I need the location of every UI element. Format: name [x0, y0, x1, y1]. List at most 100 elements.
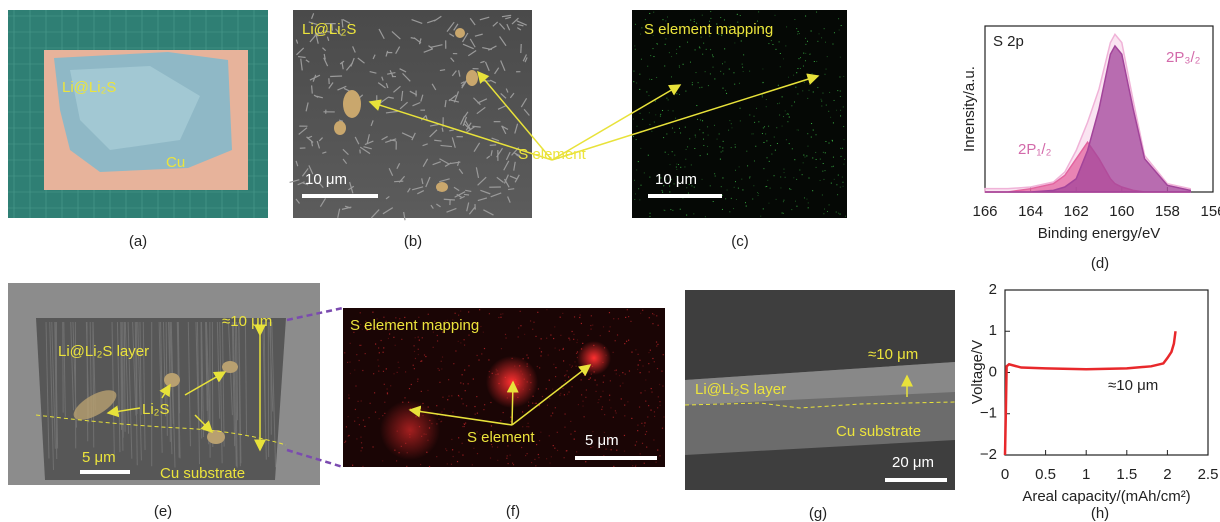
texture: [812, 190, 813, 191]
texture: [572, 331, 573, 332]
texture: [686, 215, 687, 216]
texture: [463, 339, 464, 340]
texture: [357, 417, 358, 418]
texture: [378, 365, 379, 366]
texture: [429, 466, 430, 467]
texture: [452, 449, 453, 450]
texture: [777, 143, 778, 144]
texture: [582, 343, 583, 344]
texture: [620, 385, 621, 386]
texture: [355, 385, 356, 386]
texture: [640, 372, 641, 373]
texture: [752, 199, 753, 200]
texture: [568, 376, 569, 377]
texture: [680, 132, 681, 133]
texture: [640, 113, 641, 114]
texture: [355, 409, 356, 410]
panel-label: (d): [1091, 255, 1109, 272]
texture: [576, 451, 577, 452]
texture: [422, 337, 423, 338]
arrow: [512, 382, 513, 425]
x-axis-label: Areal capacity/(mAh/cm²): [1022, 488, 1190, 505]
texture: [662, 428, 663, 429]
texture: [834, 100, 835, 101]
texture: [805, 38, 806, 39]
texture: [373, 373, 374, 374]
texture: [699, 47, 700, 48]
texture: [411, 384, 412, 385]
texture: [648, 155, 649, 156]
texture: [458, 315, 459, 316]
texture: [616, 370, 617, 371]
texture: [824, 170, 825, 171]
texture: [576, 342, 577, 343]
texture: [554, 326, 555, 327]
texture: [360, 345, 361, 346]
texture: [735, 144, 736, 145]
texture: [546, 458, 547, 459]
texture: [670, 164, 671, 165]
texture: [563, 348, 564, 349]
texture: [763, 208, 764, 209]
texture: [680, 209, 681, 210]
texture: [510, 455, 511, 456]
texture: [481, 353, 482, 354]
texture: [437, 335, 438, 336]
texture: [753, 133, 754, 134]
texture: [635, 193, 636, 194]
panel-text: ≈10 μm: [868, 346, 918, 363]
texture: [460, 342, 461, 343]
texture: [661, 371, 662, 372]
texture: [821, 101, 822, 102]
texture: [437, 368, 438, 369]
texture: [725, 90, 726, 91]
texture: [528, 357, 529, 358]
li2s-particle: [222, 361, 238, 373]
texture: [647, 66, 648, 67]
texture: [703, 139, 704, 140]
texture: [442, 128, 443, 132]
texture: [710, 18, 711, 19]
texture: [722, 177, 723, 178]
texture: [729, 69, 730, 70]
texture: [785, 45, 786, 46]
texture: [656, 43, 657, 44]
texture: [473, 448, 474, 449]
texture: [570, 434, 571, 435]
texture: [783, 213, 784, 214]
texture: [421, 360, 422, 361]
texture: [787, 113, 788, 114]
texture: [699, 129, 700, 130]
y-tick-label: 1: [989, 322, 997, 339]
texture: [762, 95, 763, 96]
s-particle: [455, 28, 465, 38]
texture: [779, 41, 780, 42]
texture: [631, 352, 632, 353]
texture: [797, 129, 798, 130]
texture: [695, 49, 696, 50]
texture: [793, 75, 794, 76]
texture: [616, 373, 617, 374]
texture: [604, 414, 605, 415]
texture: [647, 416, 648, 417]
texture: [743, 71, 744, 72]
texture: [723, 141, 724, 142]
texture: [722, 150, 723, 151]
texture: [754, 116, 755, 117]
texture: [676, 164, 677, 165]
texture: [749, 71, 750, 72]
texture: [676, 169, 677, 170]
texture: [692, 84, 693, 85]
texture: [795, 87, 796, 88]
texture: [448, 379, 449, 380]
texture: [576, 353, 577, 354]
texture: [579, 317, 580, 318]
texture: [537, 312, 538, 313]
texture: [663, 416, 664, 417]
texture: [638, 188, 639, 189]
texture: [672, 210, 673, 211]
texture: [555, 367, 556, 368]
texture: [692, 82, 693, 83]
texture: [622, 372, 623, 373]
texture: [616, 450, 617, 451]
